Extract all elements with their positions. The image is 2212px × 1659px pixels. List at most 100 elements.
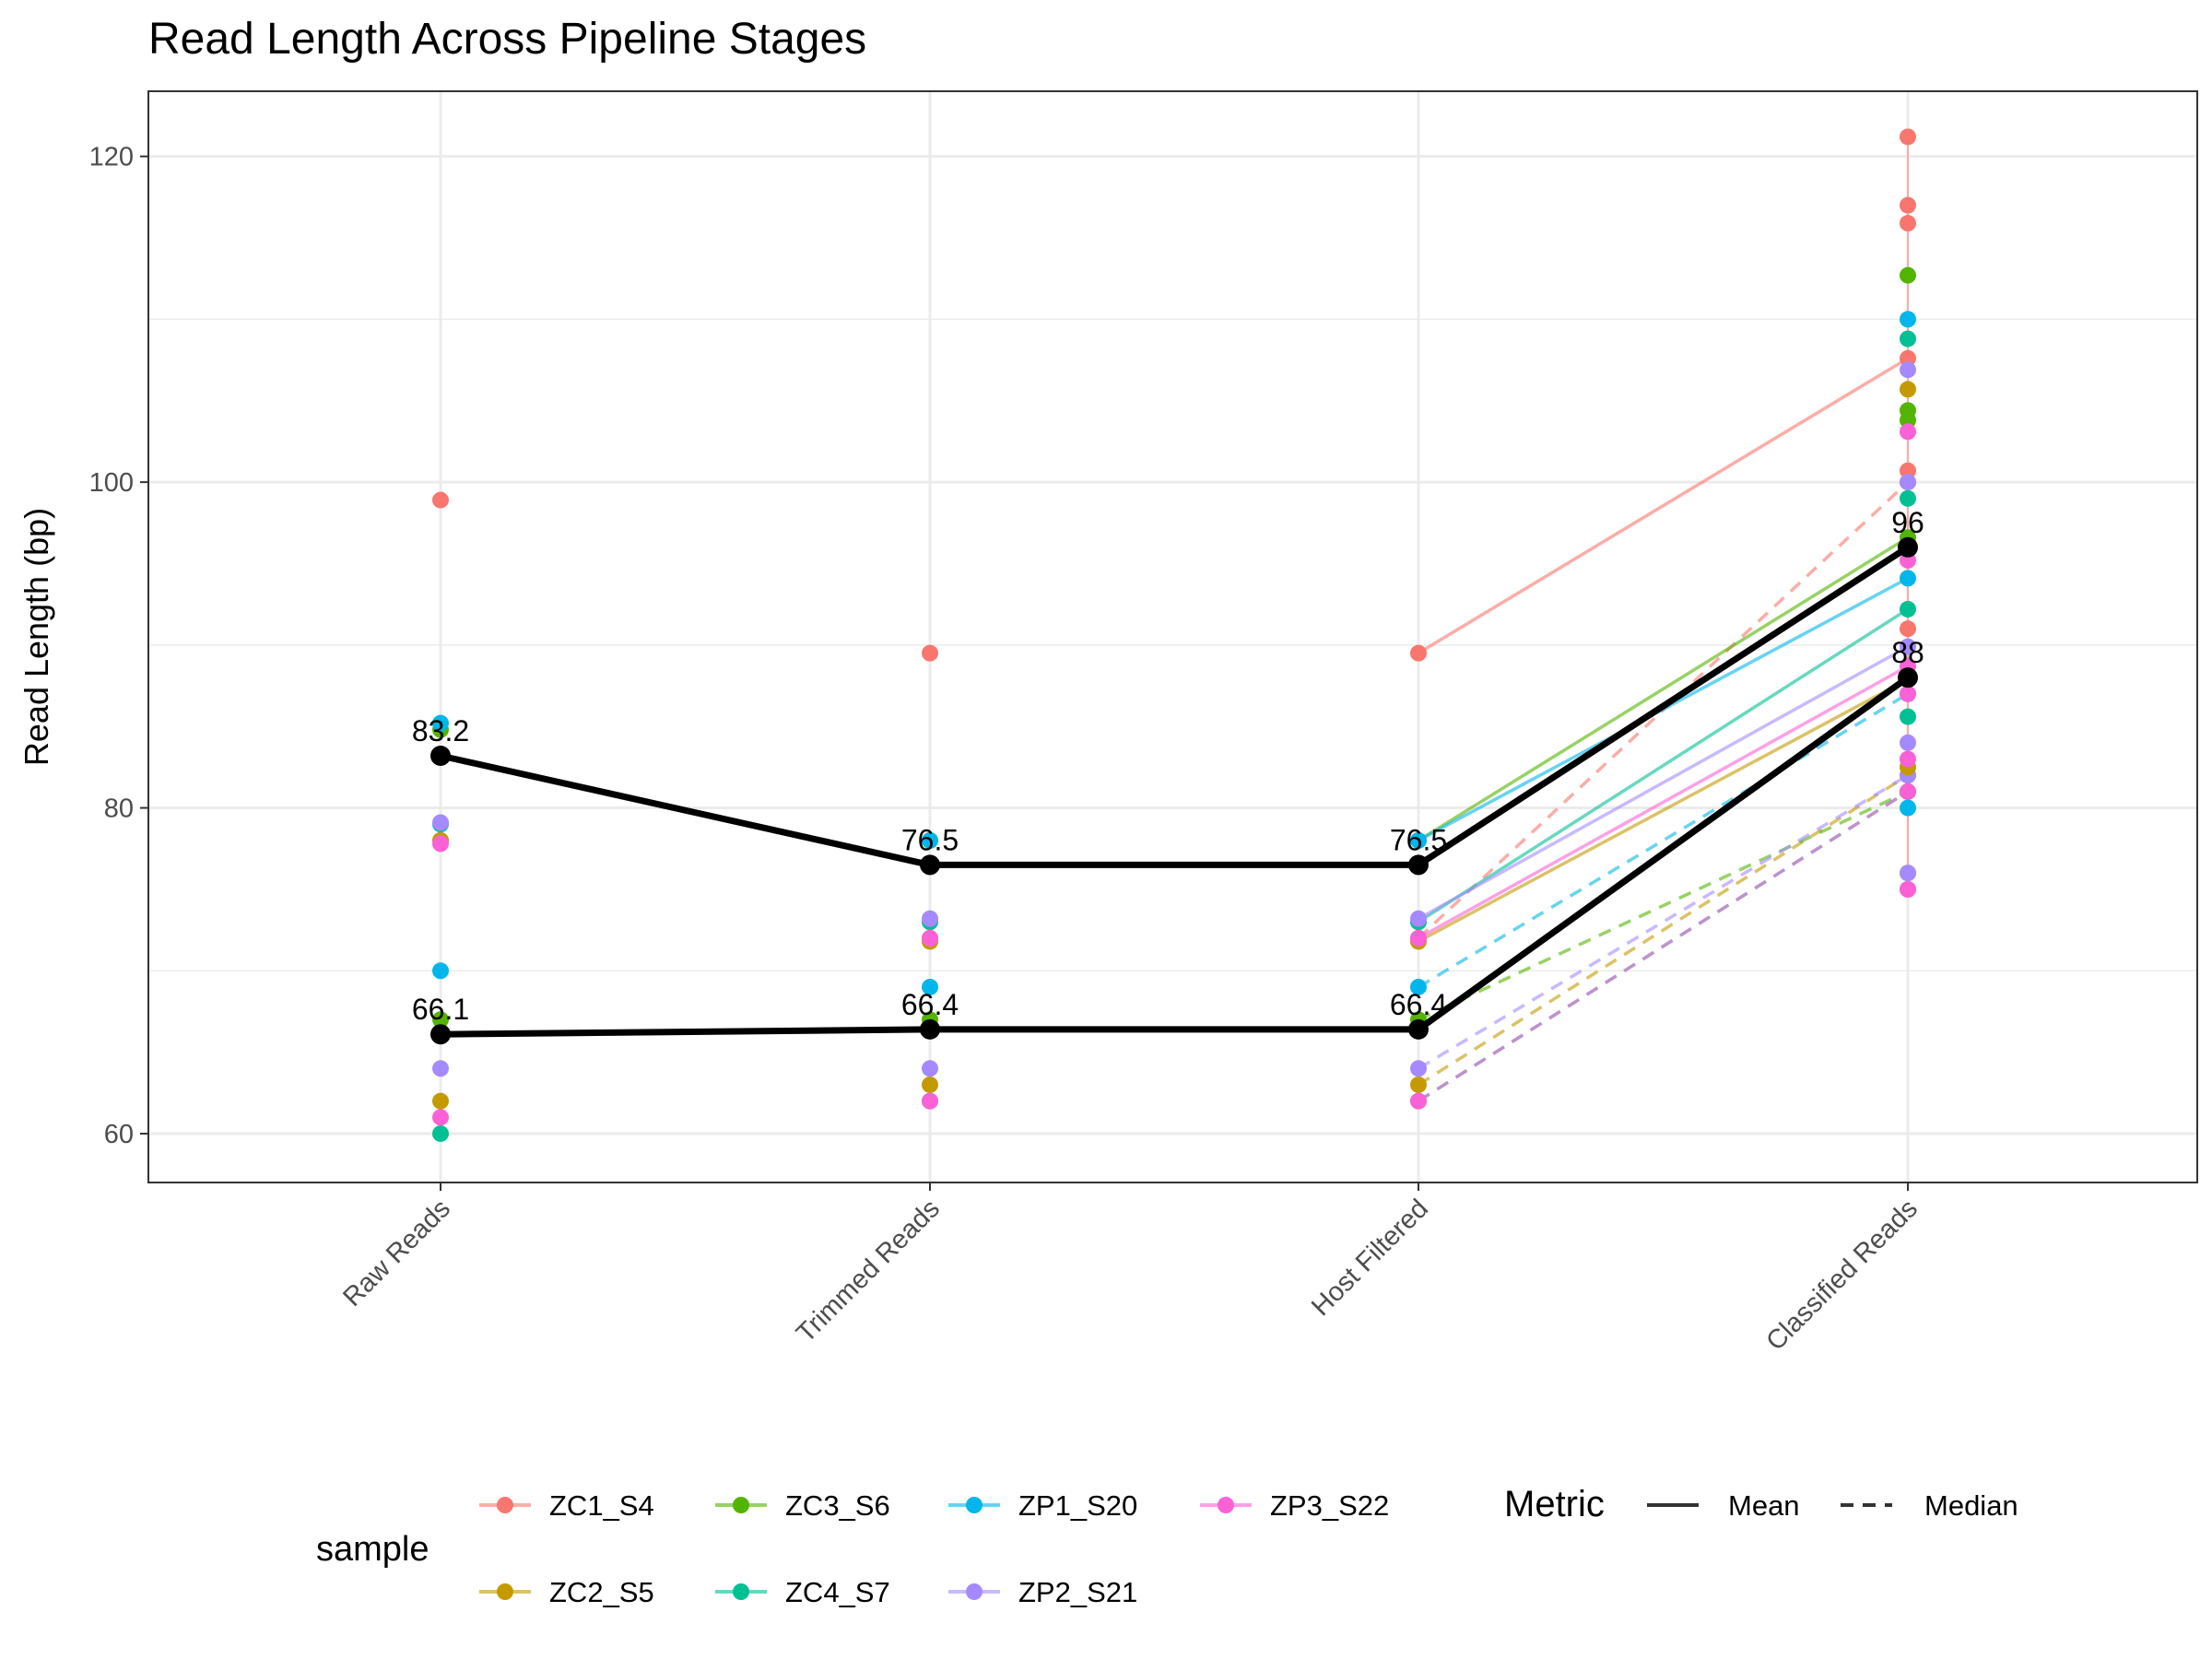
legend-key-point [497, 1583, 513, 1600]
x-tick-label: Host Filtered [1306, 1194, 1434, 1322]
legend-item-label: ZP3_S22 [1270, 1489, 1389, 1522]
x-tick-label: Classified Reads [1760, 1194, 1924, 1357]
series-median-point [432, 1060, 449, 1077]
x-axis: Raw Reads Trimmed Reads Host Filtered Class… [337, 1182, 1924, 1357]
classified-point [1900, 215, 1916, 232]
classified-point [1900, 266, 1916, 284]
series-mean-point [1900, 600, 1916, 618]
series-mean-point [1410, 910, 1427, 927]
overall-median-line [440, 675, 1911, 1038]
series-median-point [432, 1092, 449, 1110]
series-mean-point [1900, 570, 1916, 587]
legend-sample-title: sample [316, 1530, 429, 1569]
overall-median-label: 66.1 [412, 993, 469, 1026]
overall-median-point [1898, 667, 1918, 688]
series-mean-point [432, 714, 449, 732]
overall-median-point [430, 1024, 451, 1045]
legend-key-point [733, 1583, 749, 1600]
classified-point [1900, 330, 1916, 347]
series-mean-point [432, 491, 449, 509]
series-median-line [1418, 790, 1909, 1021]
series-median-point [1410, 1060, 1427, 1077]
series-median-point [432, 1011, 449, 1029]
legend-key-point [1218, 1497, 1234, 1513]
series-median-point [922, 1092, 938, 1110]
series-median-line [1418, 773, 1909, 1087]
series-mean-point [432, 814, 449, 831]
legend-key-point [733, 1497, 749, 1513]
series-median-point [1410, 978, 1427, 995]
x-tick-label: Raw Reads [337, 1194, 456, 1312]
series-mean-line [1418, 357, 1909, 655]
classified-point [1900, 620, 1916, 638]
classified-point [1900, 880, 1916, 898]
classified-point [1900, 734, 1916, 751]
classified-point [1900, 708, 1916, 725]
legend-item-label: ZC3_S6 [785, 1489, 890, 1522]
y-tick-label: 120 [89, 143, 134, 172]
classified-point [1900, 196, 1916, 214]
plot-border [147, 90, 2198, 1183]
legend-item-label: ZC4_S7 [785, 1576, 890, 1608]
overall-mean-label: 96 [1891, 506, 1924, 539]
chart-title: Read Length Across Pipeline Stages [148, 15, 866, 64]
x-tick-label: Trimmed Reads [791, 1194, 946, 1348]
series-mean-point [1900, 638, 1916, 655]
legend-key-point [966, 1583, 982, 1600]
y-axis: 60 80 100 120 [89, 143, 148, 1149]
series-mean-line [1418, 607, 1909, 924]
series-mean-line [1418, 665, 1909, 940]
series-median-point [432, 962, 449, 980]
series-median-point [1900, 782, 1916, 800]
series-median-point [922, 1060, 938, 1077]
series-mean-point [922, 831, 938, 849]
series-median-line [1418, 790, 1909, 1103]
classified-point [1900, 311, 1916, 328]
series-mean-line [1418, 645, 1909, 921]
classified-point [1900, 411, 1916, 429]
legend-item-label: ZC2_S5 [549, 1576, 654, 1608]
y-tick-label: 80 [104, 794, 134, 824]
legend-key-point [966, 1497, 982, 1513]
series-median-point [922, 1076, 938, 1093]
legend-item-label: Mean [1728, 1489, 1800, 1522]
classified-point [1900, 865, 1916, 882]
classified-point [1900, 750, 1916, 768]
series-median-point [922, 978, 938, 995]
y-tick-label: 60 [104, 1120, 134, 1149]
series-median-point [1410, 1076, 1427, 1093]
legend-item-label: ZP1_S20 [1018, 1489, 1137, 1522]
overall-mean-point [920, 854, 940, 876]
classified-point [1900, 128, 1916, 146]
y-tick-label: 100 [89, 468, 134, 498]
plot-panel [148, 91, 2197, 1182]
overall-mean-line [440, 544, 1910, 868]
series-median-point [432, 1109, 449, 1126]
overall-mean-label: 76.5 [1390, 823, 1447, 856]
overall-median-label: 66.4 [901, 988, 959, 1021]
overall-median-point [920, 1018, 940, 1040]
classified-point [1900, 799, 1916, 817]
legend-metric-title: Metric [1504, 1484, 1605, 1524]
series-mean-point [1410, 929, 1427, 947]
series-mean-point [922, 644, 938, 662]
classified-point [1900, 489, 1916, 507]
series-mean-line [1418, 677, 1909, 944]
overall-mean-label: 83.2 [412, 714, 469, 747]
series-mean-point [1900, 349, 1916, 367]
series-mean-point [922, 910, 938, 927]
series-median-line [1418, 773, 1909, 1070]
classified-point [1900, 462, 1916, 479]
series-mean-point [432, 835, 449, 853]
overall-lines: 83.2 76.5 76.5 96 66.1 66.4 66.4 88 [412, 506, 1924, 1045]
classified-point [1900, 423, 1916, 441]
legend-item-label: ZC1_S4 [549, 1489, 654, 1522]
legend-item-label: Median [1924, 1489, 2018, 1522]
overall-mean-point [430, 746, 451, 767]
legend: sample ZC1_S4 ZC2_S5 ZC3_S6 ZC4_S7 ZP1_S20 ZP2… [316, 1484, 2018, 1608]
series-median-point [1410, 1092, 1427, 1110]
overall-median-label: 88 [1891, 636, 1924, 669]
legend-item-label: ZP2_S21 [1018, 1576, 1137, 1608]
series-median-point [432, 1124, 449, 1142]
